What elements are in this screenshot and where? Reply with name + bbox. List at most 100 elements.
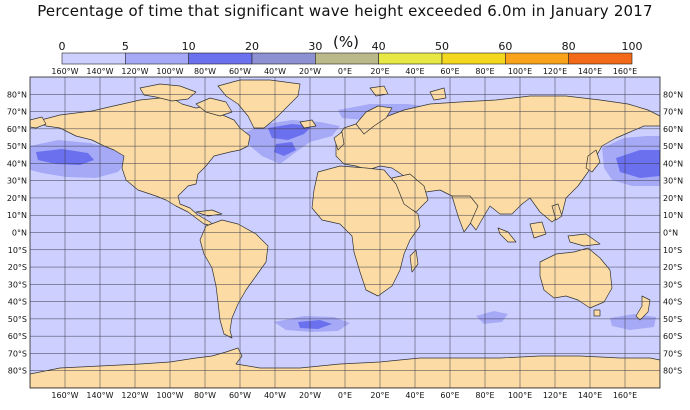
colorbar-tick-label: 20 xyxy=(245,40,259,53)
latitude-labels-left: 80°N 70°N 60°N 50°N 40°N 30°N 20°N 10°N 0°N 10°S 2… xyxy=(7,90,27,375)
longitude-label: 0°E xyxy=(338,67,352,76)
latitude-label: 40°S xyxy=(663,298,682,307)
longitude-label: 40°E xyxy=(405,67,424,76)
longitude-label: 60°W xyxy=(229,67,251,76)
land-svalbard xyxy=(369,85,389,97)
shade-south-australia xyxy=(476,311,508,324)
latitude-label: 20°N xyxy=(663,194,683,203)
latitude-label: 50°N xyxy=(663,142,683,151)
colorbar-tick-label: 10 xyxy=(182,40,196,53)
latitude-label: 40°S xyxy=(8,298,27,307)
latitude-label: 70°N xyxy=(663,108,683,117)
shade-south-nz xyxy=(610,314,656,330)
shade-north-atlantic-core2 xyxy=(274,142,296,156)
colorbar-tick-label: 50 xyxy=(435,40,449,53)
land-north-america xyxy=(36,96,251,227)
graticule-lines xyxy=(30,77,660,388)
latitude-label: 0°N xyxy=(12,229,27,238)
colorbar-swatch xyxy=(378,52,443,65)
longitude-label: 0°E xyxy=(338,391,352,400)
land-alaska-west xyxy=(30,116,47,129)
latitude-label: 80°S xyxy=(663,367,682,376)
latitude-label: 40°N xyxy=(663,159,683,168)
colorbar-swatch xyxy=(125,52,189,65)
land-iceland xyxy=(299,119,317,129)
land-japan xyxy=(585,149,601,173)
colorbar-unit-label: (%) xyxy=(333,33,359,51)
longitude-label: 20°E xyxy=(370,67,389,76)
latitude-label: 40°N xyxy=(7,159,27,168)
colorbar: (%) 0 5 10 20 30 40 50 60 80 100 xyxy=(59,33,643,65)
latitude-label: 60°S xyxy=(663,332,682,341)
land-australia xyxy=(539,247,613,309)
land-india xyxy=(451,195,479,233)
land-sumatra xyxy=(497,227,517,243)
land-new-guinea xyxy=(567,233,601,247)
longitude-label: 40°W xyxy=(264,391,286,400)
longitude-label: 100°W xyxy=(156,391,183,400)
land-south-america xyxy=(199,219,269,339)
longitude-label: 120°E xyxy=(543,67,567,76)
longitude-label: 120°W xyxy=(121,67,148,76)
colorbar-swatch xyxy=(505,52,569,65)
land-cuba xyxy=(195,209,223,217)
latitude-label: 70°S xyxy=(8,349,27,358)
colorbar-swatches xyxy=(61,52,633,65)
colorbar-tick-label: 30 xyxy=(308,40,322,53)
longitude-label: 160°E xyxy=(613,67,637,76)
longitude-label: 100°E xyxy=(508,67,532,76)
latitude-label: 60°N xyxy=(7,125,27,134)
longitude-label: 60°E xyxy=(440,67,459,76)
colorbar-swatch xyxy=(251,52,316,65)
longitude-label: 80°E xyxy=(475,67,494,76)
colorbar-tick-label: 80 xyxy=(562,40,576,53)
latitude-label: 50°S xyxy=(663,315,682,324)
longitude-label: 80°W xyxy=(194,67,216,76)
longitude-label: 100°W xyxy=(156,67,183,76)
land-canadian-arctic xyxy=(139,83,197,102)
land-novaya-zemlya xyxy=(429,87,447,101)
latitude-label: 80°N xyxy=(7,90,27,99)
longitude-label: 120°E xyxy=(543,391,567,400)
longitude-label: 140°W xyxy=(86,391,113,400)
latitude-label: 80°S xyxy=(8,367,27,376)
colorbar-tick-label: 100 xyxy=(622,40,643,53)
longitude-label: 40°E xyxy=(405,391,424,400)
longitude-label: 120°W xyxy=(121,391,148,400)
land-madagascar xyxy=(409,249,419,273)
land-tasmania xyxy=(593,309,601,317)
map-title: Percentage of time that significant wave… xyxy=(37,2,653,20)
shade-north-atlantic-core xyxy=(268,124,312,140)
longitude-label: 40°W xyxy=(264,67,286,76)
longitude-label: 140°W xyxy=(86,67,113,76)
latitude-label: 10°N xyxy=(7,211,27,220)
colorbar-swatch xyxy=(315,52,379,65)
latitude-label: 10°S xyxy=(8,246,27,255)
map-panel: 160°W 140°W 120°W 100°W 80°W 60°W 40°W 20°W 0°E 2… xyxy=(7,67,683,400)
latitude-label: 10°N xyxy=(663,211,683,220)
latitude-label: 30°S xyxy=(663,280,682,289)
longitude-label: 60°W xyxy=(229,391,251,400)
longitude-label: 20°W xyxy=(299,391,321,400)
colorbar-tick-labels: 0 5 10 20 30 40 50 60 80 100 xyxy=(59,40,643,53)
latitude-label: 10°S xyxy=(663,246,682,255)
latitude-label: 60°S xyxy=(8,332,27,341)
latitude-label: 80°N xyxy=(663,90,683,99)
longitude-label: 20°W xyxy=(299,67,321,76)
longitude-label: 100°E xyxy=(508,391,532,400)
latitude-label: 50°N xyxy=(7,142,27,151)
land-africa xyxy=(311,165,421,297)
colorbar-tick-label: 40 xyxy=(372,40,386,53)
latitude-label: 30°S xyxy=(8,280,27,289)
longitude-label: 20°E xyxy=(370,391,389,400)
longitude-label: 140°E xyxy=(578,67,602,76)
land-greenland xyxy=(217,79,301,129)
longitude-label: 60°E xyxy=(440,391,459,400)
colorbar-tick-label: 60 xyxy=(498,40,512,53)
latitude-label: 30°N xyxy=(663,177,683,186)
colorbar-tick-label: 5 xyxy=(122,40,129,53)
land-new-zealand xyxy=(635,295,651,321)
map-frame xyxy=(29,76,661,389)
colorbar-swatch xyxy=(568,52,633,65)
